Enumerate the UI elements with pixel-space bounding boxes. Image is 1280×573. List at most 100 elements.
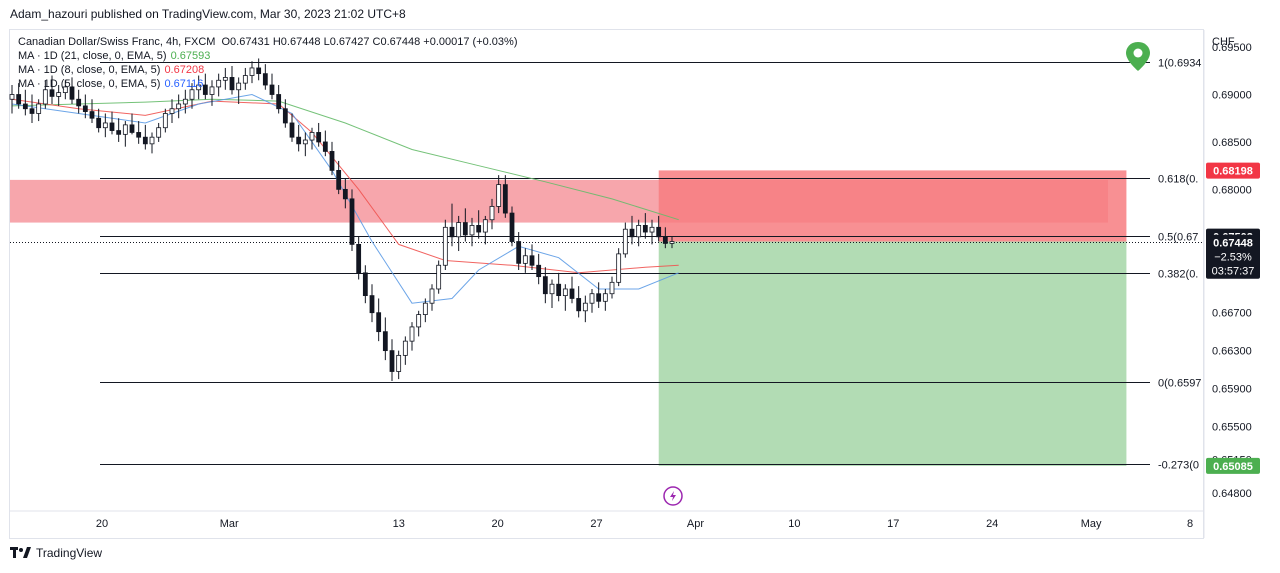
price-axis-tick: 0.65900 bbox=[1212, 384, 1252, 396]
ma-value: 0.67208 bbox=[164, 64, 205, 76]
candle-body bbox=[156, 127, 162, 138]
candle bbox=[376, 298, 382, 342]
candle-body bbox=[416, 314, 422, 328]
candle-body bbox=[282, 108, 288, 124]
candle bbox=[256, 58, 262, 81]
candle bbox=[142, 124, 148, 150]
candle-body bbox=[642, 225, 648, 233]
candle bbox=[482, 215, 488, 245]
fib-retracement: 1(0.6934 0.618(0. 0.5(0.67 0.382(0. 0(0.6597… bbox=[10, 58, 1204, 472]
candle bbox=[602, 288, 608, 311]
candle-body bbox=[462, 222, 468, 236]
candle-body bbox=[422, 302, 428, 315]
candle bbox=[382, 317, 388, 361]
ma-row-8[interactable]: MA · 1D (8, close, 0, EMA, 5) 0.67208 bbox=[18, 63, 518, 77]
candle bbox=[522, 248, 528, 273]
candle-body bbox=[189, 89, 195, 100]
time-axis-tick: 27 bbox=[590, 518, 602, 530]
candle bbox=[596, 282, 602, 308]
event-lightning-icon bbox=[663, 486, 683, 506]
price-axis-tick: 0.65500 bbox=[1212, 422, 1252, 434]
candle bbox=[356, 236, 362, 280]
candle-body bbox=[129, 124, 135, 133]
candle-body bbox=[216, 79, 222, 88]
candle bbox=[442, 219, 448, 270]
candle-body bbox=[296, 136, 302, 145]
candle bbox=[322, 130, 328, 157]
candle bbox=[542, 267, 548, 304]
candle bbox=[302, 132, 308, 157]
candle bbox=[36, 99, 42, 122]
ma-label: MA · 1D (5, close, 0, EMA, 5) bbox=[18, 78, 161, 90]
candle bbox=[362, 265, 368, 304]
candle bbox=[262, 64, 268, 90]
candle bbox=[569, 276, 575, 304]
candle-body bbox=[169, 108, 175, 114]
candle bbox=[342, 177, 348, 209]
candle-body bbox=[196, 84, 202, 91]
ma-line bbox=[11, 98, 679, 221]
candle bbox=[536, 253, 542, 285]
candle bbox=[209, 80, 215, 106]
candle bbox=[249, 61, 255, 84]
candle-body bbox=[562, 288, 568, 297]
ma-row-5[interactable]: MA · 1D (5, close, 0, EMA, 5) 0.67116 bbox=[18, 77, 518, 91]
candle-body bbox=[662, 236, 668, 244]
candle bbox=[9, 85, 15, 114]
time-axis-tick: 10 bbox=[788, 518, 800, 530]
candle-body bbox=[209, 86, 215, 95]
candle bbox=[422, 298, 428, 323]
candle bbox=[416, 310, 422, 337]
brand[interactable]: TradingView bbox=[10, 546, 102, 560]
candle-body bbox=[616, 253, 622, 283]
time-axis-tick: 20 bbox=[492, 518, 504, 530]
fib-level-label: 0.618(0. bbox=[1158, 174, 1198, 186]
candle-body bbox=[596, 293, 602, 302]
candle bbox=[316, 122, 322, 147]
candle-body bbox=[262, 73, 268, 86]
candle bbox=[589, 288, 595, 313]
candle bbox=[496, 175, 502, 214]
price-axis-tick: 0.66700 bbox=[1212, 308, 1252, 320]
candle-body bbox=[382, 331, 388, 352]
candle-body bbox=[242, 75, 248, 84]
candle bbox=[156, 122, 162, 142]
candle bbox=[469, 217, 475, 247]
candle-body bbox=[182, 98, 188, 105]
icons bbox=[663, 42, 1150, 506]
ma-row-21[interactable]: MA · 1D (21, close, 0, EMA, 5) 0.67593 bbox=[18, 49, 518, 63]
candle bbox=[409, 322, 415, 351]
candle-body bbox=[142, 136, 148, 145]
candle-body bbox=[442, 226, 448, 266]
time-axis-tick: 20 bbox=[96, 518, 108, 530]
candle bbox=[549, 279, 555, 308]
candle-body bbox=[122, 124, 128, 135]
candle bbox=[176, 94, 182, 119]
price-axis-tick: 0.69500 bbox=[1212, 42, 1252, 54]
candle bbox=[129, 113, 135, 135]
candle-body bbox=[162, 113, 168, 129]
candle bbox=[276, 85, 282, 114]
candle-body bbox=[536, 264, 542, 278]
candle bbox=[629, 215, 635, 245]
candle-body bbox=[396, 354, 402, 372]
candle bbox=[562, 284, 568, 311]
candle-body bbox=[76, 98, 82, 107]
candle bbox=[202, 73, 208, 100]
candle-body bbox=[222, 77, 228, 81]
candle-body bbox=[116, 130, 122, 135]
candle bbox=[429, 284, 435, 311]
candles bbox=[9, 58, 675, 381]
candle-body bbox=[449, 226, 455, 238]
candle bbox=[329, 141, 335, 176]
candle-body bbox=[96, 117, 102, 129]
fib-level-label: 1(0.6934 bbox=[1158, 58, 1201, 70]
candle-body bbox=[556, 283, 562, 297]
candle bbox=[229, 66, 235, 95]
candle bbox=[182, 89, 188, 114]
candle-body bbox=[49, 89, 55, 97]
candle bbox=[82, 94, 88, 119]
candle bbox=[149, 132, 155, 154]
candle bbox=[649, 219, 655, 245]
